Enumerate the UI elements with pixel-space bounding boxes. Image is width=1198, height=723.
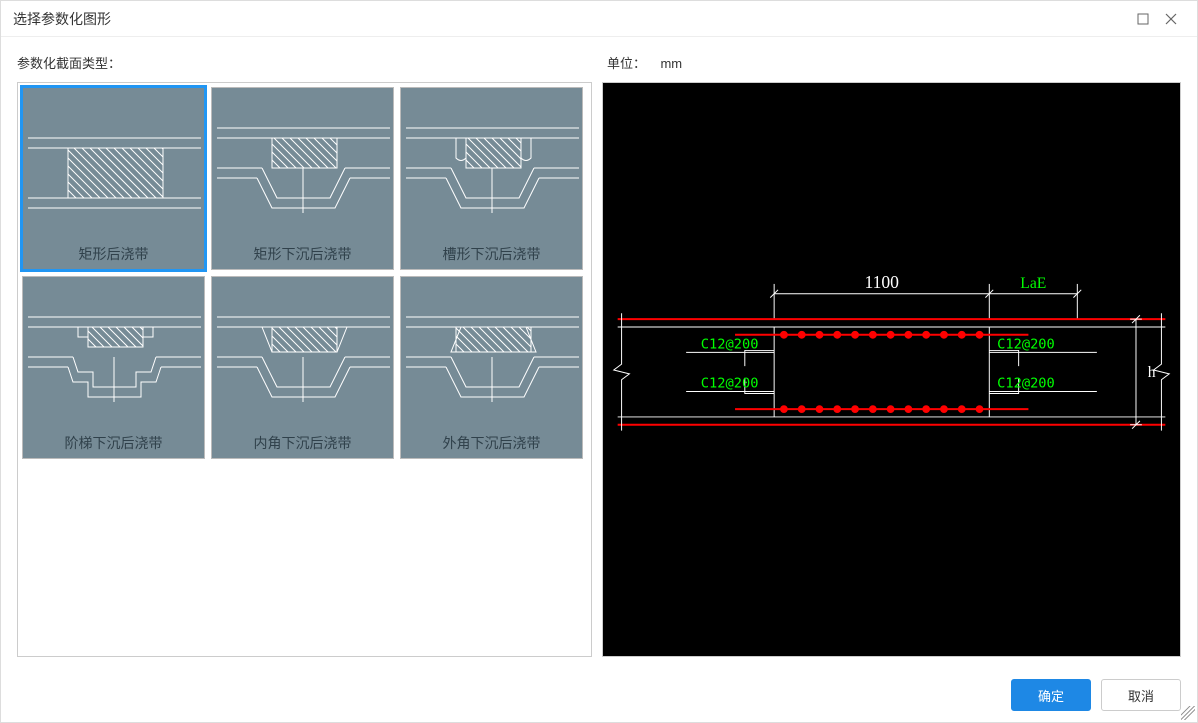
tile-thumb xyxy=(401,88,582,238)
content-area: 参数化截面类型： 单位： mm 矩形后浇带 矩形下沉后浇带 xyxy=(1,37,1197,668)
svg-text:C12@200: C12@200 xyxy=(701,336,759,352)
tile-rect[interactable]: 矩形后浇带 xyxy=(22,87,205,270)
labels-row: 参数化截面类型： 单位： mm xyxy=(17,53,1181,72)
tile-thumb xyxy=(212,277,393,427)
tile-caption: 内角下沉后浇带 xyxy=(212,427,393,458)
svg-text:C12@200: C12@200 xyxy=(701,376,759,392)
close-icon xyxy=(1165,13,1177,25)
tiles-container: 矩形后浇带 矩形下沉后浇带 槽形下沉后浇带 xyxy=(22,87,587,459)
tile-step-sunken[interactable]: 阶梯下沉后浇带 xyxy=(22,276,205,459)
tile-caption: 外角下沉后浇带 xyxy=(401,427,582,458)
svg-text:C12@200: C12@200 xyxy=(997,336,1055,352)
preview-svg: 1100 LaE C12@200 C12@200 C12@200 C12@200 h xyxy=(603,83,1180,656)
tiles-panel: 矩形后浇带 矩形下沉后浇带 槽形下沉后浇带 xyxy=(17,82,592,657)
footer: 确定 取消 xyxy=(1,668,1197,722)
window-title: 选择参数化图形 xyxy=(13,9,1129,29)
tile-caption: 矩形后浇带 xyxy=(23,238,204,269)
svg-text:C12@200: C12@200 xyxy=(997,376,1055,392)
titlebar: 选择参数化图形 xyxy=(1,1,1197,37)
tile-caption: 阶梯下沉后浇带 xyxy=(23,427,204,458)
unit-label-text: 单位： xyxy=(607,56,646,71)
unit-value: mm xyxy=(660,56,682,71)
svg-text:1100: 1100 xyxy=(864,272,899,292)
maximize-button[interactable] xyxy=(1129,7,1157,31)
main-row: 矩形后浇带 矩形下沉后浇带 槽形下沉后浇带 xyxy=(17,82,1181,668)
svg-text:LaE: LaE xyxy=(1020,275,1046,292)
tile-thumb xyxy=(401,277,582,427)
close-button[interactable] xyxy=(1157,7,1185,31)
tile-outer-sunken[interactable]: 外角下沉后浇带 xyxy=(400,276,583,459)
tile-thumb xyxy=(23,277,204,427)
section-type-label: 参数化截面类型： xyxy=(17,53,597,72)
cancel-button[interactable]: 取消 xyxy=(1101,679,1181,711)
maximize-icon xyxy=(1137,13,1149,25)
preview-panel: 1100 LaE C12@200 C12@200 C12@200 C12@200 h xyxy=(602,82,1181,657)
tile-inner-sunken[interactable]: 内角下沉后浇带 xyxy=(211,276,394,459)
tile-thumb xyxy=(23,88,204,238)
ok-button[interactable]: 确定 xyxy=(1011,679,1091,711)
dialog-window: 选择参数化图形 参数化截面类型： 单位： mm 矩形后浇带 xyxy=(0,0,1198,723)
tile-thumb xyxy=(212,88,393,238)
svg-text:h: h xyxy=(1148,364,1156,381)
tile-caption: 槽形下沉后浇带 xyxy=(401,238,582,269)
resize-grip[interactable] xyxy=(1181,706,1195,720)
unit-label: 单位： mm xyxy=(597,53,682,72)
tile-rect-sunken[interactable]: 矩形下沉后浇带 xyxy=(211,87,394,270)
tile-caption: 矩形下沉后浇带 xyxy=(212,238,393,269)
tile-channel-sunken[interactable]: 槽形下沉后浇带 xyxy=(400,87,583,270)
